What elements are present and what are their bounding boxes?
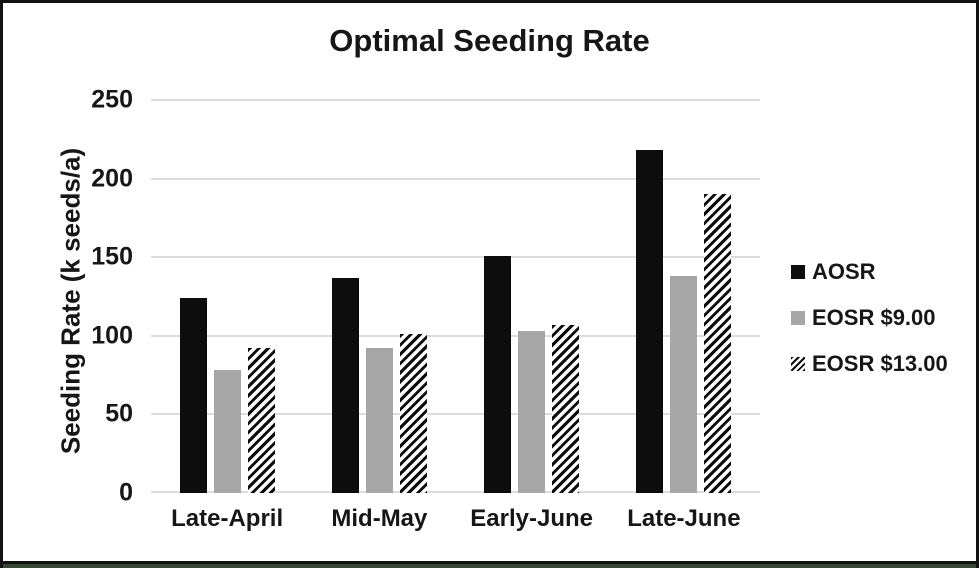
bar-group-mid-may [303,100,455,493]
gridline [151,256,760,259]
legend-marker-solid-gray-icon [791,311,805,325]
gridline [151,413,760,416]
x-label-late-april: Late-April [171,505,284,532]
legend-item-eosr-13-00: EOSR $13.00 [791,351,948,377]
gridline [151,334,760,337]
bar-eosr-9-00-late-april [213,370,241,493]
bar-aosr-late-june [636,150,664,493]
x-label-mid-may: Mid-May [331,505,428,532]
bar-eosr-9-00-late-june [670,276,698,493]
y-axis-ticks: 0 50 100 150 200 250 [3,86,139,507]
chart-title: Optimal Seeding Rate [329,23,650,58]
gridline [151,99,760,101]
legend-label: EOSR $13.00 [812,351,948,376]
bar-groups [151,100,760,493]
bar-group-late-june [608,100,760,493]
frame-bottom-green-edge [3,564,976,568]
legend: AOSR EOSR $9.00 EOSR $13.00 [791,259,948,397]
bar-aosr-early-june [484,255,512,493]
bar-eosr-13-00-late-april [247,348,275,493]
bar-group-early-june [456,100,608,493]
legend-item-aosr: AOSR [791,259,948,285]
bar-aosr-late-april [179,298,207,493]
x-axis-labels: Late-April Mid-May Early-June Late-June [151,505,760,533]
gridline [151,491,760,493]
legend-label: AOSR [812,259,876,284]
bar-eosr-13-00-mid-may [399,334,427,493]
bar-eosr-9-00-early-june [518,331,546,493]
frame-bottom-black-edge [3,561,976,564]
bar-eosr-13-00-late-june [704,194,732,493]
legend-label: EOSR $9.00 [812,305,936,330]
legend-item-eosr-9-00: EOSR $9.00 [791,305,948,331]
x-label-late-june: Late-June [627,505,741,532]
plot-area [151,99,760,493]
legend-marker-solid-black-icon [791,265,805,279]
legend-marker-hatch-diagonal-icon [791,357,805,371]
bar-aosr-mid-may [331,277,359,493]
bar-group-late-april [151,100,303,493]
bar-eosr-13-00-early-june [552,324,580,493]
y-tick-label: 0 [119,478,133,507]
bar-eosr-9-00-mid-may [365,348,393,493]
y-tick-label: 100 [91,321,133,350]
x-label-early-june: Early-June [470,505,593,532]
gridline [151,177,760,180]
y-tick-label: 50 [105,399,133,428]
y-tick-label: 250 [91,85,133,114]
y-tick-label: 150 [91,242,133,271]
y-tick-label: 200 [91,164,133,193]
